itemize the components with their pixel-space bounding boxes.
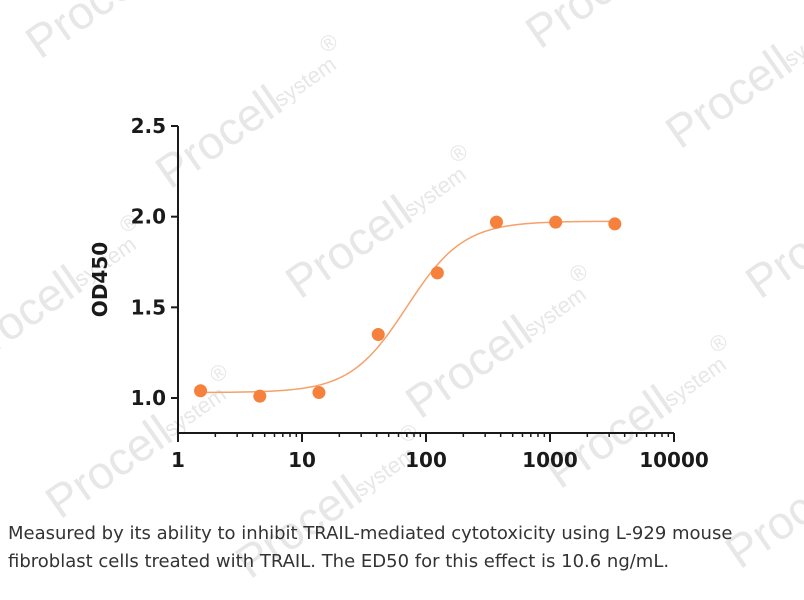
watermark-suffix: system (659, 351, 730, 411)
watermark-suffix: system (399, 161, 470, 221)
watermark-mark: ® (205, 358, 233, 388)
y-axis-title: OD450 (88, 242, 112, 317)
watermark-mark: ® (565, 258, 593, 288)
plot-area: 1.0 1.5 2.0 2.5 1 10 100 1000 10000 OD450 (88, 114, 709, 472)
watermark-suffix: system (269, 51, 340, 111)
x-tick-label: 1000 (522, 448, 578, 472)
watermark-brand: Procell (736, 185, 804, 308)
y-tick-label: 1.0 (131, 386, 166, 410)
watermark-suffix: system (519, 281, 590, 341)
data-point (489, 215, 503, 229)
watermark-brand: Procell (516, 0, 661, 58)
data-point (312, 386, 326, 400)
watermark-mark: ® (705, 328, 733, 358)
watermark-brand: Procell (536, 375, 681, 498)
data-point (253, 389, 267, 403)
y-tick-label: 2.0 (131, 205, 166, 229)
x-tick-label: 10 (288, 448, 316, 472)
fit-curve (200, 220, 615, 394)
watermark-brand: Procell (36, 405, 181, 528)
data-point (371, 328, 385, 342)
watermark-brand: Procell (276, 185, 421, 308)
y-tick-label: 2.5 (131, 114, 166, 138)
data-point (549, 215, 563, 229)
watermark-brand: Procell (16, 0, 161, 68)
data-point (608, 217, 622, 231)
data-point (430, 266, 444, 280)
watermark-mark: ® (315, 28, 343, 58)
y-tick-label: 1.5 (131, 295, 166, 319)
x-tick-label: 1 (171, 448, 185, 472)
watermark-mark: ® (445, 138, 473, 168)
x-tick-label: 10000 (639, 448, 709, 472)
watermark-brand: Procell (146, 75, 291, 198)
watermark-brand: Procell (396, 305, 541, 428)
data-point (194, 384, 208, 398)
caption-line-1: Measured by its ability to inhibit TRAIL… (8, 523, 733, 544)
caption-line-2: fibroblast cells treated with TRAIL. The… (8, 551, 670, 572)
caption: Measured by its ability to inhibit TRAIL… (8, 520, 802, 576)
x-tick-label: 100 (405, 448, 447, 472)
watermark-brand: Procell (656, 35, 801, 158)
